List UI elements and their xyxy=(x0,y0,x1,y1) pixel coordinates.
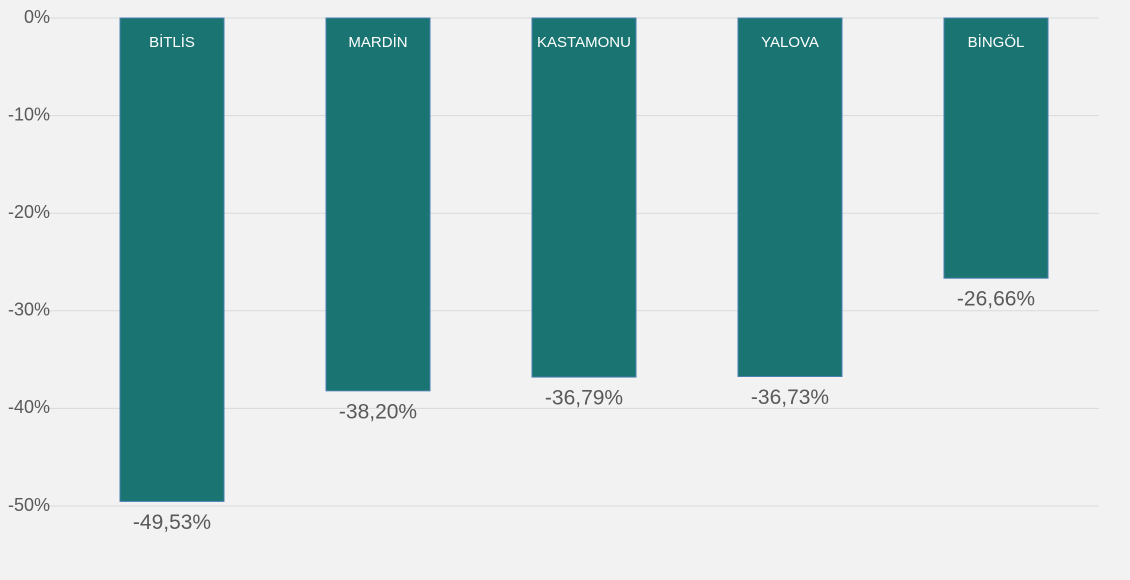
category-label: MARDİN xyxy=(348,33,407,51)
bar xyxy=(737,17,843,377)
category-label: KASTAMONU xyxy=(537,34,631,51)
value-label: -26,66% xyxy=(957,288,1035,311)
value-label: -36,73% xyxy=(751,386,829,409)
category-label: BİNGÖL xyxy=(968,33,1025,51)
value-label: -38,20% xyxy=(339,400,417,423)
bar xyxy=(943,17,1049,279)
category-label: YALOVA xyxy=(761,34,819,51)
bar xyxy=(531,17,637,378)
category-label: BİTLİS xyxy=(149,33,195,51)
y-tick-label: -40% xyxy=(8,397,50,417)
bar xyxy=(325,17,431,392)
y-tick-label: -10% xyxy=(8,104,50,124)
y-tick-label: 0% xyxy=(24,7,50,27)
y-tick-label: -30% xyxy=(8,300,50,320)
y-tick-label: -20% xyxy=(8,202,50,222)
y-tick-label: -50% xyxy=(8,495,50,515)
bar xyxy=(119,17,225,502)
value-label: -49,53% xyxy=(133,511,211,534)
value-label: -36,79% xyxy=(545,387,623,410)
